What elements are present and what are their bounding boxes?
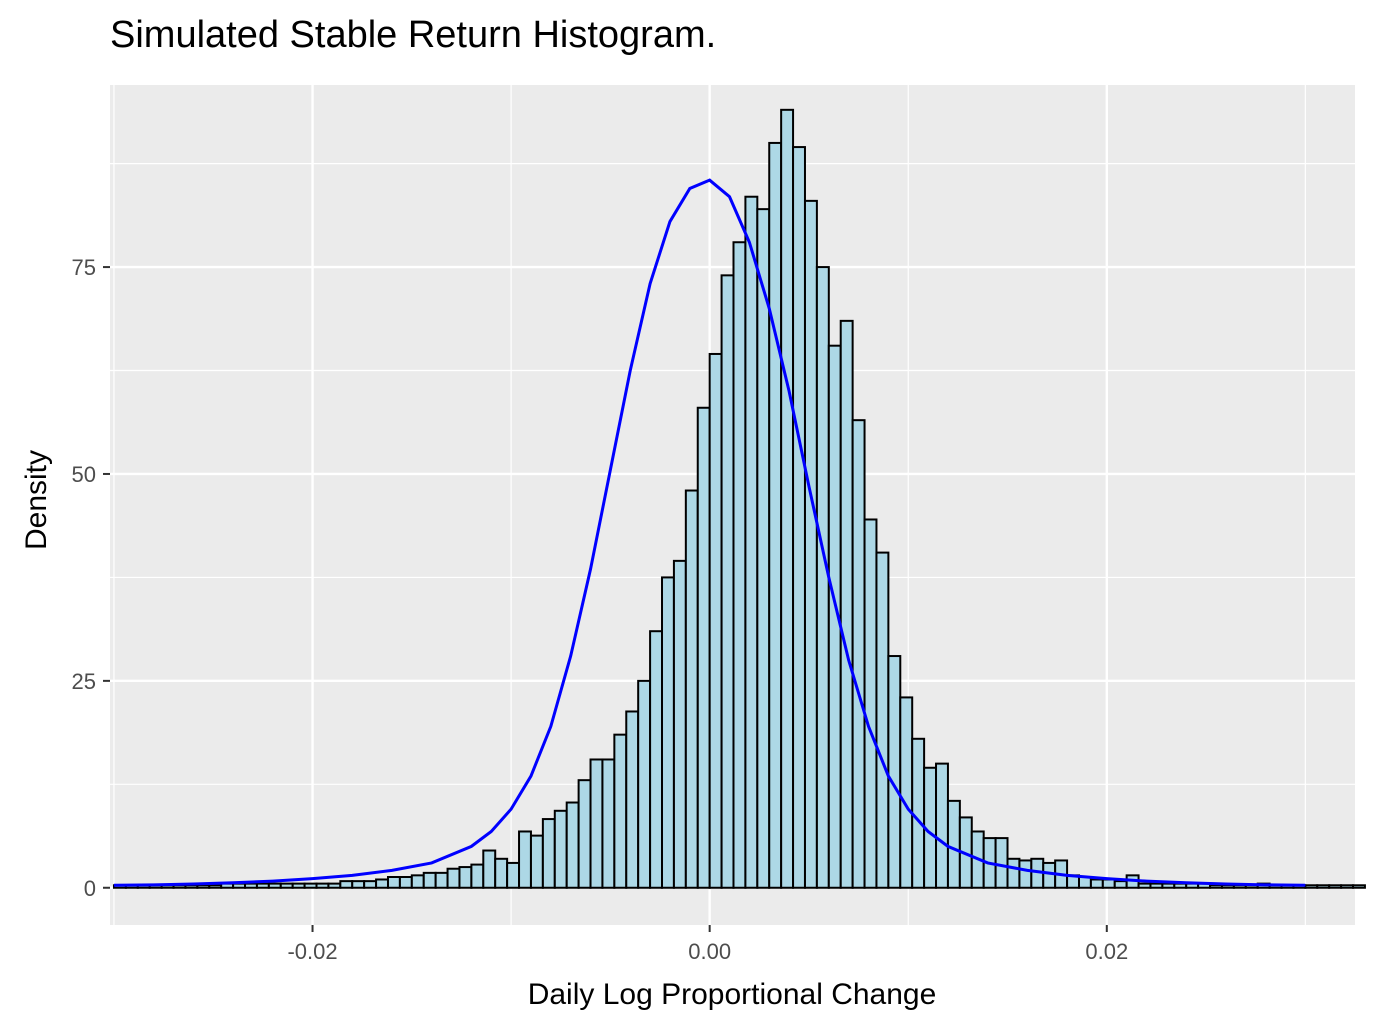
histogram-bar <box>708 352 723 889</box>
histogram-bar <box>637 679 652 889</box>
histogram-bar <box>255 882 270 889</box>
y-tick-label: 50 <box>72 462 96 487</box>
histogram-bar <box>839 319 854 889</box>
histogram-bar <box>541 818 556 889</box>
histogram-bar <box>232 882 247 889</box>
histogram-bar <box>279 882 294 889</box>
histogram-bar <box>1316 884 1331 889</box>
histogram-bar <box>875 551 890 889</box>
histogram-bar <box>482 849 497 889</box>
histogram-bar <box>1340 884 1355 889</box>
histogram-bar <box>625 710 640 889</box>
histogram-bar <box>518 830 532 889</box>
histogram-bar <box>1101 878 1116 889</box>
histogram-bar <box>696 406 711 889</box>
histogram-bar <box>196 884 211 889</box>
histogram-bar <box>494 857 509 889</box>
histogram-bar <box>887 655 902 889</box>
histogram-bar <box>911 737 926 889</box>
histogram-bar <box>1304 884 1319 889</box>
histogram-bar <box>315 882 330 889</box>
histogram-bar <box>649 630 664 889</box>
histogram-bar <box>851 419 866 889</box>
histogram-bar <box>363 880 378 889</box>
histogram-bar <box>565 801 580 889</box>
histogram-bar <box>744 195 759 889</box>
y-tick-label: 75 <box>72 255 96 280</box>
histogram-bar <box>613 733 628 889</box>
histogram-bar <box>422 871 437 889</box>
histogram-bar <box>291 882 306 889</box>
histogram-bar <box>244 882 258 889</box>
histogram-bar <box>1209 884 1223 889</box>
histogram-bar <box>327 882 342 889</box>
histogram-bar <box>1149 882 1164 889</box>
histogram-bar <box>553 809 568 889</box>
x-tick-label: 0.00 <box>688 939 731 964</box>
y-axis-title: Density <box>20 450 53 550</box>
histogram-bar <box>661 576 675 889</box>
histogram-bar <box>994 837 1009 889</box>
histogram-bar <box>780 108 795 889</box>
histogram-bar <box>1352 884 1366 889</box>
x-tick-label: 0.02 <box>1085 939 1128 964</box>
histogram-bar <box>601 758 616 889</box>
histogram-bar <box>208 884 223 889</box>
histogram-bar <box>434 871 449 889</box>
histogram-bar <box>351 880 366 889</box>
histogram-bar <box>398 876 413 889</box>
histogram-bar <box>1173 882 1188 889</box>
histogram-bar <box>529 834 544 889</box>
histogram-bar <box>577 779 592 889</box>
histogram-bar <box>899 696 914 889</box>
histogram-bar <box>458 866 473 889</box>
histogram-bar <box>684 489 699 889</box>
histogram-bar <box>1018 859 1033 889</box>
x-tick-label: -0.02 <box>287 939 337 964</box>
histogram-bar <box>1042 861 1057 889</box>
histogram-bar <box>1161 882 1176 889</box>
histogram-bar <box>720 274 735 889</box>
histogram-bar <box>375 878 389 889</box>
chart-title: Simulated Stable Return Histogram. <box>110 14 717 56</box>
histogram-bars <box>112 108 1366 889</box>
histogram-bar <box>589 758 604 889</box>
histogram-bar <box>506 861 521 889</box>
histogram-bar <box>1089 878 1104 889</box>
histogram-bar <box>768 141 783 889</box>
histogram-bar <box>803 199 818 889</box>
histogram-bar <box>935 762 949 889</box>
histogram-bar <box>1113 880 1128 889</box>
histogram-bar <box>792 146 806 889</box>
histogram-bar <box>339 880 354 889</box>
x-axis-title: Daily Log Proportional Change <box>528 978 937 1011</box>
density-curve <box>113 178 1306 887</box>
histogram-bar <box>446 867 461 889</box>
y-tick-label: 25 <box>72 669 96 694</box>
histogram-bar <box>410 874 425 889</box>
histogram-bar <box>863 518 878 889</box>
histogram-bar <box>1006 857 1021 889</box>
histogram-bar <box>1328 884 1343 889</box>
histogram-bar <box>756 208 771 889</box>
histogram-bar <box>267 882 282 889</box>
histogram-bar <box>470 863 485 889</box>
histogram-bar <box>732 241 747 889</box>
axis-ticks <box>103 266 1108 932</box>
tick-labels: -0.02 0.00 0.02 0 25 50 75 <box>72 255 1129 964</box>
histogram-bar <box>303 882 318 889</box>
histogram-bar <box>386 876 401 889</box>
histogram-bar <box>946 799 961 889</box>
histogram-bar <box>672 559 687 889</box>
histogram-bar <box>815 266 830 889</box>
y-tick-label: 0 <box>84 876 96 901</box>
histogram-bar <box>1137 882 1152 889</box>
